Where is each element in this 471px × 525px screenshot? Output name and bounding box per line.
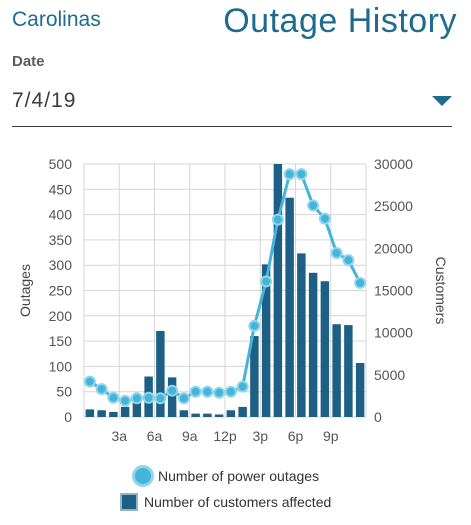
data-point [342,254,355,267]
bar [109,411,118,417]
x-tick-label: 9p [323,428,339,444]
x-tick-label: 6p [288,428,304,444]
bar [285,197,294,417]
y-tick-label: 150 [49,333,73,349]
data-point [95,383,108,396]
bar-marker-icon [120,493,138,511]
date-dropdown[interactable]: 7/4/19 [12,86,452,127]
y-tick-label: 200 [49,308,73,324]
bar [332,324,341,417]
page-title: Outage History [223,2,457,40]
bar [214,414,224,417]
bar [297,253,306,417]
data-point [189,385,202,398]
legend-item-customers[interactable]: Number of customers affected [120,493,331,511]
data-point [248,319,261,332]
data-point [224,385,237,398]
y-tick-label: 100 [49,358,73,374]
data-point [354,276,367,289]
data-point [295,168,308,181]
bar [320,281,330,417]
bar [355,363,365,417]
y2-axis-label: Customers [433,257,449,325]
data-point [260,275,273,288]
x-tick-label: 3a [111,428,127,444]
date-label: Date [12,53,45,70]
y-tick-label: 0 [64,409,72,425]
data-point [271,213,284,226]
y-tick-label: 450 [49,181,73,197]
data-point [142,391,155,404]
y2-tick-label: 5000 [374,367,405,383]
y2-tick-label: 0 [374,409,382,425]
legend-item-outages[interactable]: Number of power outages [132,465,319,487]
y-tick-label: 500 [49,156,73,172]
y2-tick-label: 10000 [374,325,413,341]
data-point [177,392,190,405]
x-tick-label: 3p [252,428,268,444]
data-point [318,212,331,225]
legend-label-outages: Number of power outages [158,468,320,484]
bar [273,164,283,417]
y-tick-label: 50 [56,384,72,400]
x-tick-label: 9a [182,428,198,444]
bar [85,409,95,417]
bar [179,410,189,417]
data-point [201,385,214,398]
y-axis-label: Outages [17,264,33,317]
data-point [154,392,167,405]
bar [226,410,236,417]
y2-tick-label: 25000 [374,198,413,214]
data-point [107,391,120,404]
y-tick-label: 350 [49,232,73,248]
y-tick-label: 400 [49,207,73,223]
bar [132,401,142,417]
bar [156,330,165,417]
y2-tick-label: 20000 [374,240,413,256]
date-value: 7/4/19 [12,89,77,112]
line-marker-icon [132,465,154,487]
bar [97,410,106,417]
y2-tick-label: 30000 [374,156,413,172]
y-tick-label: 250 [49,283,73,299]
bar [238,406,247,417]
data-point [236,380,249,393]
chevron-down-icon[interactable] [432,96,452,106]
x-tick-label: 6a [147,428,163,444]
outage-chart: 0501001502002503003504004505000500010000… [17,156,449,444]
y-tick-label: 300 [49,257,73,273]
bar [203,413,212,417]
data-point [119,394,132,407]
y2-tick-label: 15000 [374,283,413,299]
bar [261,264,271,417]
data-point [330,247,343,260]
data-point [130,392,143,405]
legend-label-customers: Number of customers affected [144,494,332,510]
bar [120,406,130,417]
data-point [83,375,96,388]
data-point [307,199,320,212]
bar [250,336,259,417]
bar [308,272,318,417]
bar [191,413,200,417]
data-point [283,168,296,181]
data-point [166,384,179,397]
bar [344,325,353,417]
x-tick-label: 12p [213,428,237,444]
bar [167,377,177,417]
data-point [213,386,226,399]
region-name: Carolinas [12,8,101,31]
